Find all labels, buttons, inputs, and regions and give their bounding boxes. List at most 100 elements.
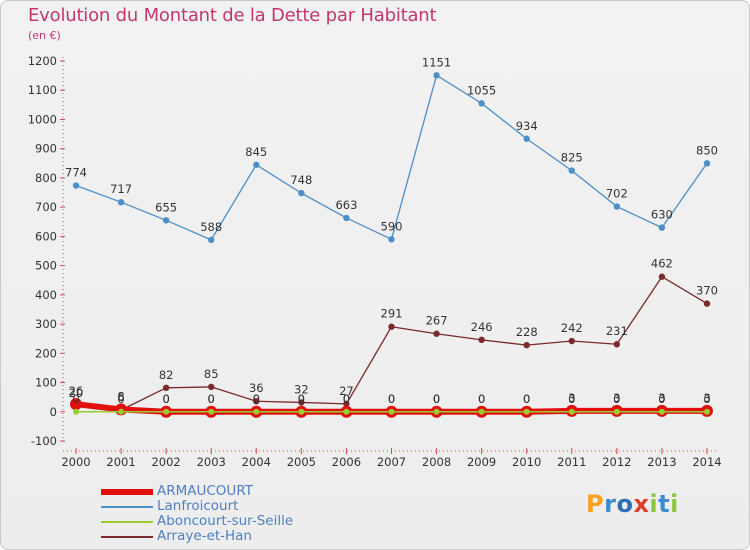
- data-label: 3: [703, 391, 710, 405]
- data-label: 82: [159, 368, 174, 382]
- data-point: [433, 72, 440, 79]
- data-label: 630: [651, 208, 673, 222]
- data-point: [208, 408, 215, 415]
- data-point: [162, 217, 170, 224]
- data-label: 717: [110, 182, 132, 196]
- data-label: 0: [388, 392, 395, 406]
- logo-letter: P: [586, 490, 605, 518]
- data-point: [208, 383, 215, 391]
- data-label: 26: [69, 384, 84, 398]
- data-point: [568, 337, 575, 345]
- data-label: 0: [208, 392, 215, 406]
- data-point: [70, 398, 82, 411]
- data-point: [208, 236, 215, 244]
- data-label: 462: [651, 257, 673, 271]
- data-label: 1055: [467, 83, 496, 97]
- data-label: 850: [696, 143, 718, 157]
- data-point: [73, 408, 79, 415]
- data-label: 291: [381, 307, 403, 321]
- y-tick-label: -100: [31, 434, 57, 448]
- data-point: [478, 100, 485, 107]
- data-point: [162, 384, 170, 391]
- logo-letter: x: [633, 490, 650, 518]
- data-label: 0: [208, 392, 215, 406]
- data-label: 0: [162, 392, 169, 406]
- data-label: 774: [65, 166, 87, 180]
- data-point: [523, 341, 530, 349]
- data-point: [478, 336, 485, 344]
- data-point: [613, 203, 621, 210]
- data-label: 748: [290, 173, 312, 187]
- data-label: 231: [606, 324, 628, 338]
- proxiti-logo: Proxiti: [586, 490, 679, 518]
- logo-letter: i: [649, 490, 659, 518]
- data-label: 0: [703, 392, 710, 406]
- data-point: [523, 135, 530, 142]
- legend-label: Arraye-et-Han: [157, 528, 252, 544]
- data-label: 267: [426, 314, 448, 328]
- y-tick-label: 400: [35, 288, 57, 302]
- data-label: 32: [294, 382, 309, 396]
- y-tick-label: 500: [35, 259, 57, 273]
- data-point: [343, 408, 350, 415]
- data-point: [163, 408, 170, 415]
- data-label: 8: [117, 389, 124, 403]
- x-tick-label: 2012: [602, 455, 631, 469]
- data-label: 0: [343, 392, 350, 406]
- data-point: [253, 408, 260, 415]
- legend-swatch: [101, 506, 153, 508]
- data-label: 0: [613, 392, 620, 406]
- data-label: 3: [613, 391, 620, 405]
- y-tick-label: 1000: [28, 112, 57, 126]
- chart-title: Evolution du Montant de la Dette par Hab…: [28, 5, 437, 26]
- data-point: [613, 341, 621, 348]
- data-point: [703, 300, 711, 307]
- x-tick-label: 2008: [422, 455, 451, 469]
- data-label: 0: [388, 392, 395, 406]
- data-label: 663: [335, 198, 357, 212]
- legend-swatch: [101, 521, 153, 523]
- data-point: [118, 408, 125, 415]
- y-tick-label: 900: [35, 142, 57, 156]
- data-label: 0: [523, 392, 530, 406]
- y-tick-label: 100: [35, 376, 57, 390]
- y-tick-label: 700: [35, 200, 57, 214]
- x-tick-label: 2001: [106, 455, 135, 469]
- x-tick-label: 2013: [647, 455, 676, 469]
- data-point: [388, 323, 395, 330]
- data-point: [613, 408, 620, 415]
- data-point: [298, 408, 305, 415]
- x-tick-label: 2014: [692, 455, 721, 469]
- legend-swatch: [101, 489, 153, 495]
- legend-label: Aboncourt-sur-Seille: [157, 513, 294, 529]
- data-point: [72, 182, 80, 189]
- data-label: 0: [117, 392, 124, 406]
- chart-subtitle: (en €): [28, 29, 61, 42]
- x-tick-label: 2000: [61, 455, 90, 469]
- data-label: 246: [471, 320, 493, 334]
- y-tick-label: 200: [35, 346, 57, 360]
- data-point: [388, 408, 395, 415]
- data-label: 825: [561, 151, 583, 165]
- legend-label: Lanfroicourt: [157, 498, 239, 514]
- data-label: 590: [381, 219, 403, 233]
- data-label: 370: [696, 284, 718, 298]
- data-point: [253, 161, 260, 168]
- data-label: 36: [249, 381, 264, 395]
- data-label: 0: [343, 392, 350, 406]
- x-tick-label: 2003: [197, 455, 226, 469]
- data-point: [478, 408, 485, 415]
- logo-letter: o: [616, 490, 634, 518]
- x-tick-label: 2006: [332, 455, 361, 469]
- data-label: 845: [245, 145, 267, 159]
- y-tick-label: 300: [35, 317, 57, 331]
- data-point: [343, 400, 350, 408]
- data-point: [388, 236, 395, 243]
- x-tick-label: 2004: [242, 455, 271, 469]
- data-label: 588: [200, 220, 222, 234]
- data-label: 655: [155, 200, 177, 214]
- data-label: 0: [298, 392, 305, 406]
- y-tick-label: 800: [35, 171, 57, 185]
- data-label: 0: [478, 392, 485, 406]
